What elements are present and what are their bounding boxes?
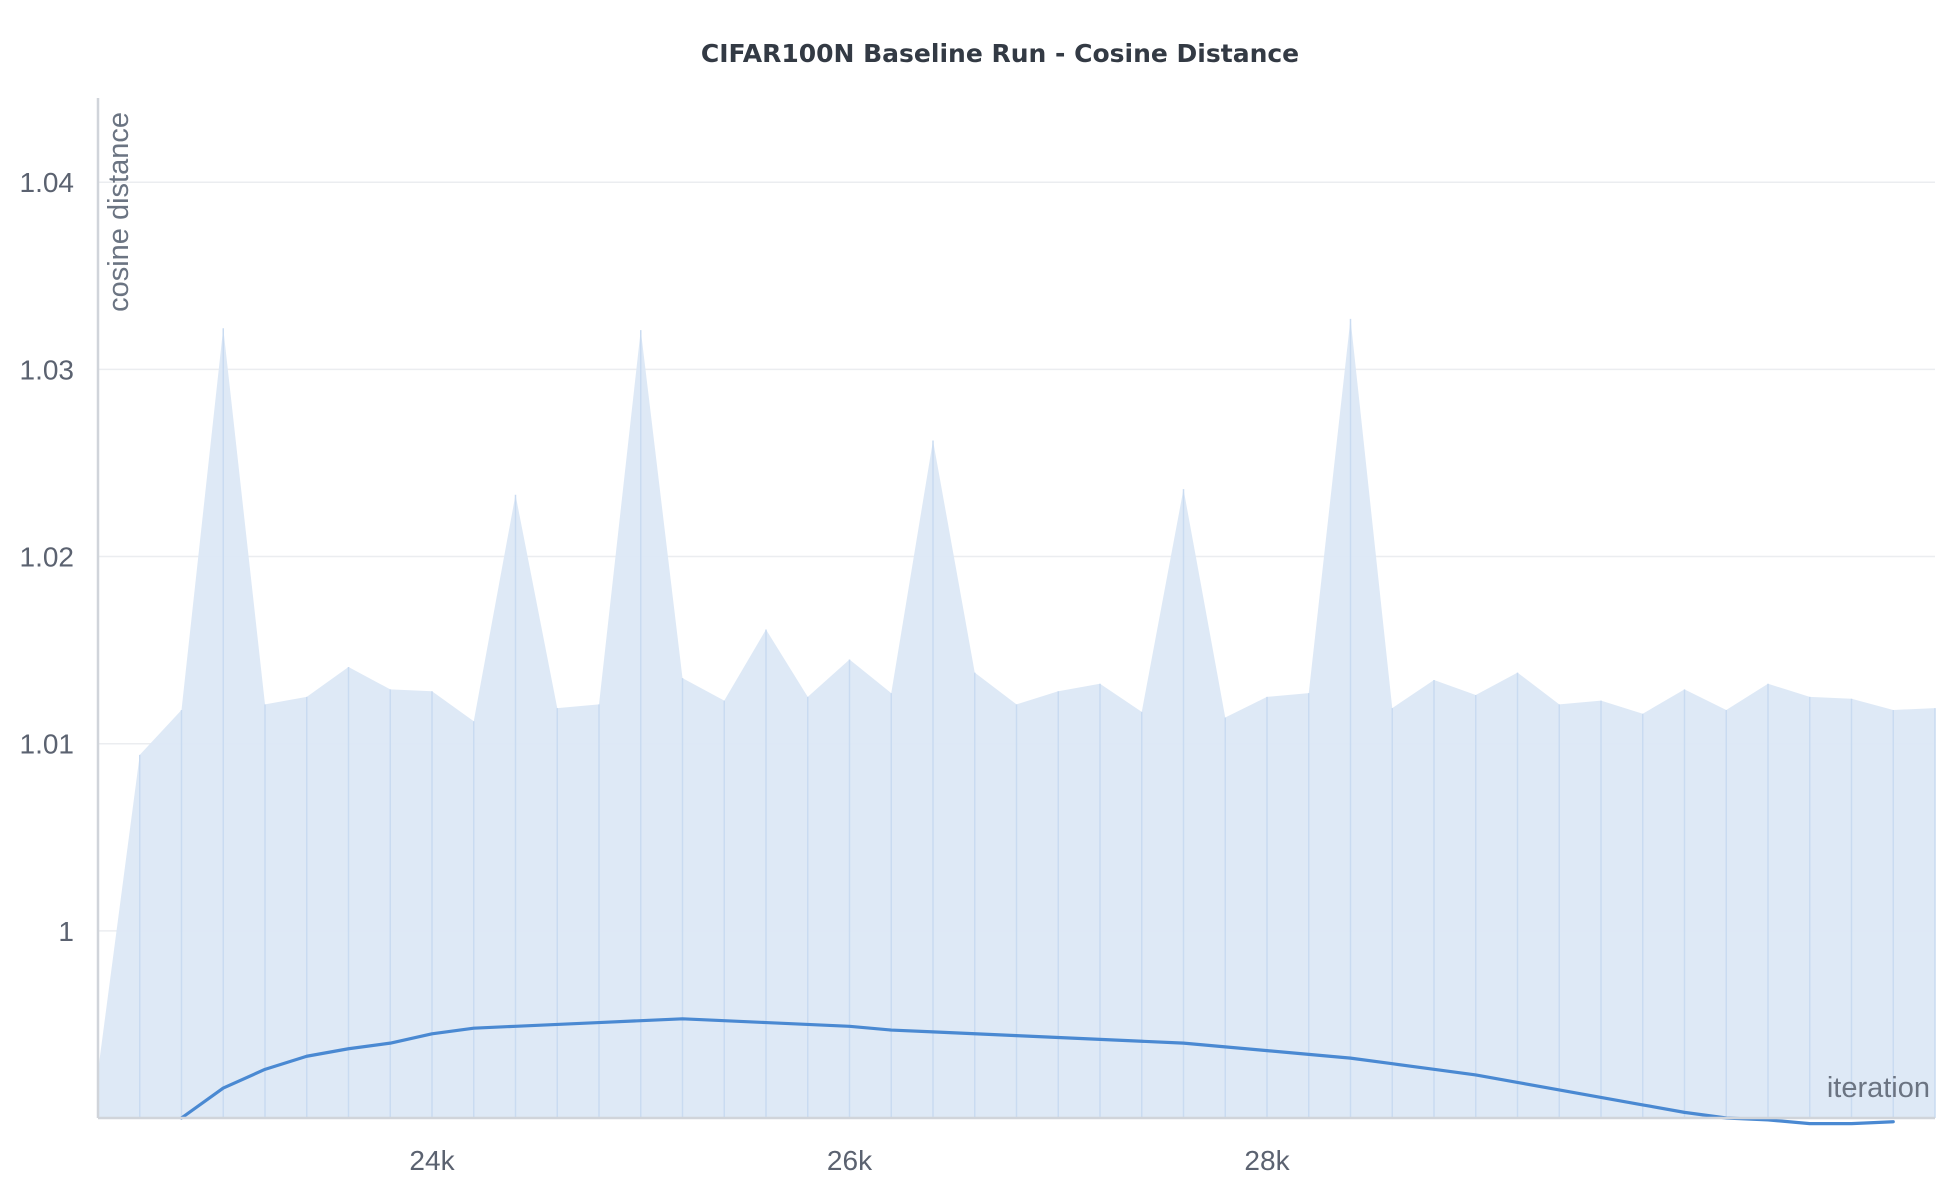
chart-title: CIFAR100N Baseline Run - Cosine Distance <box>701 39 1299 68</box>
x-axis-label: iteration <box>1827 1072 1930 1104</box>
x-tick-label: 28k <box>1244 1145 1290 1176</box>
x-tick-label: 24k <box>409 1145 455 1176</box>
x-tick-label: 26k <box>827 1145 873 1176</box>
y-tick-label: 1.02 <box>20 542 75 573</box>
y-axis-label: cosine distance <box>103 112 135 312</box>
y-tick-label: 1 <box>58 916 74 947</box>
axis-layer: 1 1.01 1.02 1.03 1.04 24k 26k 28k <box>20 98 1935 1176</box>
y-tick-label: 1.01 <box>20 729 75 760</box>
smoothed-series-line <box>179 1017 1895 1126</box>
raw-series-layer <box>97 318 1936 1119</box>
smoothed-series-layer <box>179 1017 1895 1126</box>
y-tick-label: 1.04 <box>20 167 75 198</box>
y-tick-label: 1.03 <box>20 354 75 385</box>
